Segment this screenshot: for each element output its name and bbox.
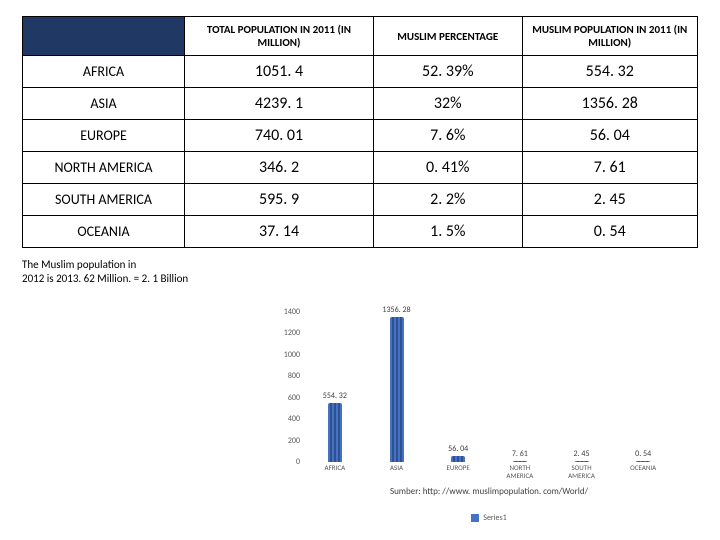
table-cell: 0. 54 [522, 216, 698, 248]
chart-x-labels: AFRICAASIAEUROPENORTHAMERICASOUTHAMERICA… [304, 464, 674, 488]
table-cell: AFRICA [23, 56, 185, 88]
table-cell: 52. 39% [374, 56, 523, 88]
table-cell: 32% [374, 88, 523, 120]
table-cell: 346. 2 [185, 152, 374, 184]
col-header: MUSLIM PERCENTAGE [374, 17, 523, 56]
table-cell: 1051. 4 [185, 56, 374, 88]
y-tick: 1000 [270, 350, 300, 360]
y-tick: 800 [270, 371, 300, 381]
col-header: TOTAL POPULATION IN 2011 (IN MILLION) [185, 17, 374, 56]
x-tick-label: OCEANIA [613, 464, 673, 472]
bar-value-label: 0. 54 [635, 449, 651, 459]
table-cell: 7. 6% [374, 120, 523, 152]
table-cell: ASIA [23, 88, 185, 120]
table-cell: 7. 61 [522, 152, 698, 184]
table-cell: 554. 32 [522, 56, 698, 88]
table-cell: SOUTH AMERICA [23, 184, 185, 216]
table-row: AFRICA1051. 452. 39%554. 32 [23, 56, 698, 88]
table-cell: 0. 41% [374, 152, 523, 184]
caption-line2: 2012 is 2013. 62 Million. = 2. 1 Billion [22, 272, 188, 285]
table-cell: 1356. 28 [522, 88, 698, 120]
table-cell: OCEANIA [23, 216, 185, 248]
table-row: ASIA4239. 132%1356. 28 [23, 88, 698, 120]
data-table: CONTINENT POPULITIONTOTAL POPULATION IN … [22, 16, 698, 248]
table-row: EUROPE740. 017. 6%56. 04 [23, 120, 698, 152]
legend-label: Series1 [483, 513, 506, 523]
table-cell: 595. 9 [185, 184, 374, 216]
table-cell: 2. 45 [522, 184, 698, 216]
y-tick: 200 [270, 436, 300, 446]
chart-source: Sumber: http: //www. muslimpopulation. c… [304, 486, 674, 497]
bar-value-label: 1356. 28 [382, 305, 410, 315]
x-tick-label: ASIA [367, 464, 427, 472]
chart-legend: Series1 [304, 513, 674, 523]
table-row: SOUTH AMERICA595. 92. 2%2. 45 [23, 184, 698, 216]
y-tick: 600 [270, 393, 300, 403]
table-cell: 37. 14 [185, 216, 374, 248]
bar-value-label: 2. 45 [574, 449, 590, 459]
table-cell: 1. 5% [374, 216, 523, 248]
y-tick: 1200 [270, 328, 300, 338]
x-tick-label: SOUTHAMERICA [552, 464, 612, 479]
x-tick-label: EUROPE [428, 464, 488, 472]
chart-plot-area: 0200400600800100012001400554. 321356. 28… [304, 312, 674, 462]
table-cell: 4239. 1 [185, 88, 374, 120]
table-row: NORTH AMERICA346. 20. 41%7. 61 [23, 152, 698, 184]
col-header: MUSLIM POPULATION IN 2011 (IN MILLION) [522, 17, 698, 56]
caption-line1: The Muslim population in [22, 258, 136, 271]
table-cell: 740. 01 [185, 120, 374, 152]
table-row: OCEANIA37. 141. 5%0. 54 [23, 216, 698, 248]
caption-text: The Muslim population in 2012 is 2013. 6… [22, 258, 188, 286]
bar-value-label: 554. 32 [323, 391, 347, 401]
y-tick: 0 [270, 457, 300, 467]
x-tick-label: NORTHAMERICA [490, 464, 550, 479]
table-cell: EUROPE [23, 120, 185, 152]
muslim-population-chart: 0 200 400 600 800 1000 1200 1400 554. 32 1356. 28… [266, 302, 691, 527]
y-tick: 1400 [270, 307, 300, 317]
x-tick-label: AFRICA [305, 464, 365, 472]
table-cell: 2. 2% [374, 184, 523, 216]
bar-value-label: 7. 61 [512, 449, 528, 459]
y-tick: 400 [270, 414, 300, 424]
table-cell: 56. 04 [522, 120, 698, 152]
legend-swatch [471, 514, 479, 522]
population-table: CONTINENT POPULITIONTOTAL POPULATION IN … [22, 16, 698, 248]
bar-value-label: 56. 04 [448, 444, 468, 454]
table-cell: NORTH AMERICA [23, 152, 185, 184]
col-header: CONTINENT POPULITION [23, 17, 185, 56]
